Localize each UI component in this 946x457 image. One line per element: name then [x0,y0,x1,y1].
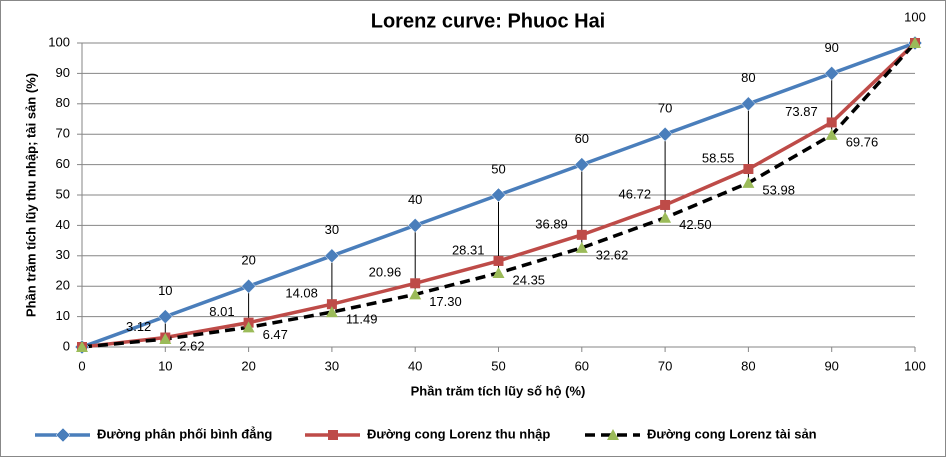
data-label: 80 [741,70,755,85]
data-point [241,278,256,294]
y-tick-label: 70 [56,126,70,141]
data-label: 40 [408,192,422,207]
y-tick-label: 40 [56,217,70,232]
y-tick-label: 0 [63,338,70,353]
data-label: 10 [158,283,172,298]
x-tick-label: 0 [78,358,85,373]
y-tick-label: 60 [56,156,70,171]
data-label: 36.89 [535,216,568,231]
data-label: 70 [658,101,672,116]
data-label: 50 [491,161,505,176]
legend-text: Đường cong Lorenz thu nhập [367,426,550,441]
data-label: 100 [904,9,926,24]
data-point [492,266,505,278]
data-label: 2.62 [179,338,204,353]
y-axis-title: Phần trăm tích lũy thu nhập; tài sản (%) [23,73,38,317]
legend-marker [55,427,71,443]
data-label: 11.49 [346,312,378,327]
data-label: 30 [325,222,339,237]
x-tick-label: 80 [741,358,755,373]
data-point [326,299,337,310]
x-tick-label: 30 [325,358,339,373]
data-point [743,164,754,175]
data-point [409,288,422,300]
x-tick-label: 60 [575,358,589,373]
data-point [657,126,673,142]
x-axis-title: Phần trăm tích lũy số hộ (%) [411,383,586,398]
x-tick-label: 50 [491,358,505,373]
data-point [826,117,837,128]
data-label: 20.96 [369,265,402,280]
data-label: 69.76 [846,134,879,149]
x-tick-label: 10 [158,358,172,373]
x-tick-label: 40 [408,358,422,373]
x-tick-label: 70 [658,358,672,373]
data-point [825,128,838,140]
y-tick-label: 20 [56,278,70,293]
data-label: 20 [241,253,255,268]
data-label: 28.31 [452,242,485,257]
data-point [741,96,756,112]
data-point [574,157,590,172]
data-label: 46.72 [619,186,652,201]
data-label: 58.55 [702,150,735,165]
data-point [576,229,587,240]
data-label: 90 [824,40,838,55]
y-tick-label: 10 [56,308,70,323]
legend-marker [607,429,619,440]
legend-text: Đường phân phối bình đẳng [97,426,272,441]
data-point [659,211,672,223]
data-point [159,333,172,345]
data-point [242,321,255,333]
y-tick-label: 80 [56,95,70,110]
data-label: 53.98 [762,182,795,197]
data-label: 32.62 [596,247,629,262]
y-tick-label: 100 [48,34,70,49]
data-label: 24.35 [513,272,546,287]
data-point [660,199,671,210]
y-tick-label: 30 [56,247,70,262]
data-label: 60 [575,131,589,146]
data-point [909,37,921,48]
data-point [76,341,88,352]
data-point [157,309,173,324]
y-tick-label: 90 [56,65,70,80]
x-tick-label: 90 [824,358,838,373]
data-point [407,218,423,233]
data-point [491,187,506,203]
data-point [742,176,755,188]
x-tick-label: 20 [241,358,255,373]
chart-title: Lorenz curve: Phuoc Hai [371,10,606,32]
y-tick-label: 50 [56,186,70,201]
data-point [493,255,504,266]
data-label: 8.01 [209,304,234,319]
data-point [324,248,340,264]
data-label: 73.87 [785,104,818,119]
data-label: 3.12 [126,319,151,334]
data-point [824,66,840,81]
legend-text: Đường cong Lorenz tài sản [647,426,817,441]
data-label: 14.08 [285,286,318,301]
data-point [325,306,338,318]
legend-marker [328,430,338,440]
x-tick-label: 100 [904,358,926,373]
data-point [575,241,588,253]
data-label: 6.47 [263,327,288,342]
data-point [410,278,421,289]
data-label: 42.50 [679,217,712,232]
data-label: 17.30 [429,294,462,309]
